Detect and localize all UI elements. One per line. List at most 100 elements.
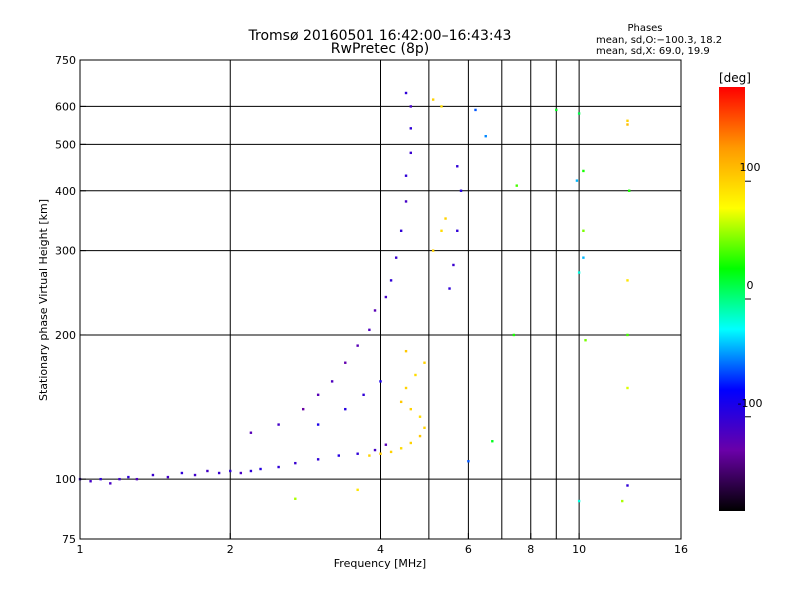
data-point: [344, 361, 347, 364]
data-point: [414, 373, 417, 377]
data-point: [239, 471, 243, 475]
phases-title: Phases: [627, 23, 662, 34]
y-tick-label: 300: [55, 245, 76, 258]
x-tick-label: 2: [227, 543, 234, 556]
data-point: [584, 339, 587, 342]
colorbar-tick-label: -100: [738, 397, 763, 410]
chart-subtitle: RwPretec (8p): [331, 41, 429, 57]
data-point: [575, 179, 579, 182]
data-point: [418, 434, 422, 438]
data-point: [316, 458, 320, 461]
phases-x-line: mean, sd,X: 69.0, 19.9: [596, 46, 710, 57]
data-point: [512, 333, 516, 337]
data-point: [577, 271, 581, 274]
data-point: [206, 469, 209, 473]
data-point: [249, 431, 253, 434]
data-point: [259, 467, 262, 471]
y-tick-label: 75: [62, 533, 76, 546]
data-point: [356, 452, 359, 455]
data-point: [277, 465, 280, 469]
grid-lines: [80, 60, 681, 539]
data-point: [109, 482, 112, 485]
data-point: [89, 480, 92, 483]
data-point: [448, 287, 451, 290]
x-tick-label: 4: [377, 543, 384, 556]
data-point: [626, 123, 629, 126]
data-point: [368, 328, 371, 332]
colorbar-tick-label: 0: [747, 279, 754, 292]
data-point: [418, 415, 422, 418]
data-point: [409, 105, 412, 108]
data-point: [409, 441, 412, 445]
data-point: [404, 200, 408, 203]
data-point: [491, 440, 494, 443]
data-point: [217, 471, 221, 475]
data-point: [373, 309, 377, 312]
data-point: [404, 91, 408, 95]
data-point: [423, 426, 426, 430]
data-point: [431, 98, 435, 101]
colorbar-tick-label: 100: [740, 161, 761, 174]
data-point: [180, 471, 184, 475]
data-point: [330, 380, 334, 383]
data-point: [337, 454, 341, 457]
data-point: [249, 469, 253, 473]
data-point: [452, 263, 455, 267]
data-point: [444, 217, 447, 220]
data-point: [628, 189, 631, 192]
data-point: [99, 477, 102, 481]
data-point: [166, 475, 170, 479]
data-point: [467, 460, 470, 463]
x-tick-labels: 1 2 4 6 8 10 16: [77, 533, 688, 556]
data-point: [626, 333, 629, 337]
data-point: [582, 256, 585, 259]
phases-o-line: mean, sd,O:−100.3, 18.2: [596, 35, 722, 46]
x-tick-label: 1: [77, 543, 84, 556]
y-axis-label: Stationary phase Virtual Height [km]: [37, 199, 50, 401]
data-point: [484, 134, 487, 138]
colorbar-ticks: 100 0 -100: [738, 161, 763, 418]
x-tick-label: 8: [527, 543, 534, 556]
data-point: [409, 407, 412, 411]
data-points: [78, 91, 631, 503]
data-point: [582, 169, 585, 173]
data-point: [379, 452, 382, 455]
data-point: [456, 165, 459, 168]
data-point: [135, 477, 139, 481]
data-point: [118, 477, 121, 481]
data-point: [356, 344, 359, 347]
data-point: [344, 407, 347, 411]
data-point: [294, 461, 297, 465]
data-point: [373, 448, 377, 452]
data-point: [626, 484, 629, 487]
data-point: [474, 108, 477, 112]
data-point: [316, 423, 320, 426]
data-point: [294, 497, 297, 500]
x-axis-label: Frequency [MHz]: [334, 557, 426, 570]
data-point: [409, 127, 412, 130]
data-point: [431, 249, 435, 252]
data-point: [127, 475, 130, 479]
data-point: [404, 174, 408, 177]
data-point: [577, 499, 581, 503]
data-point: [389, 450, 393, 454]
data-point: [626, 279, 629, 282]
data-point: [626, 119, 629, 122]
y-tick-label: 100: [55, 473, 76, 486]
data-point: [459, 189, 463, 192]
y-tick-label: 750: [55, 54, 76, 67]
data-point: [621, 499, 624, 503]
data-point: [277, 423, 280, 426]
y-tick-labels: 75 100 200 300 400 500 600 750: [55, 54, 86, 546]
data-point: [193, 473, 197, 477]
data-point: [229, 469, 232, 473]
data-point: [151, 473, 155, 477]
data-point: [555, 108, 558, 112]
data-point: [409, 151, 412, 155]
x-tick-label: 16: [674, 543, 688, 556]
x-tick-label: 6: [465, 543, 472, 556]
data-point: [394, 256, 398, 259]
colorbar-label: [deg]: [719, 71, 751, 85]
data-point: [440, 105, 443, 108]
